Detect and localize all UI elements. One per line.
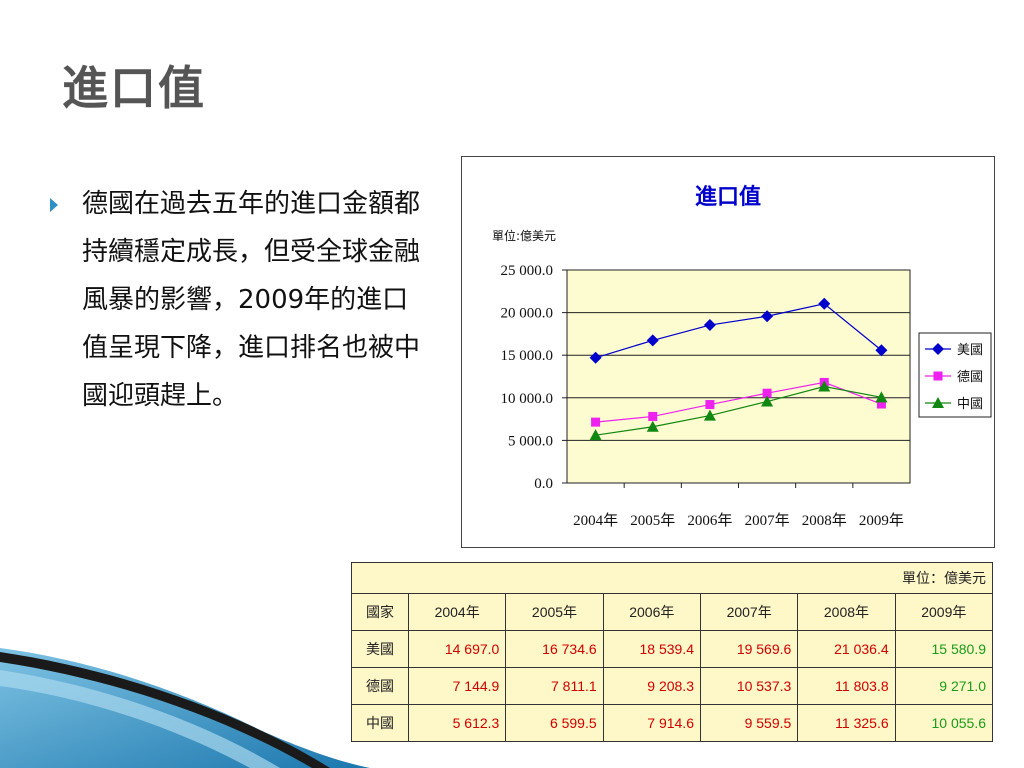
x-tick-label: 2005年 <box>630 512 675 529</box>
table-value-cell: 16 734.6 <box>505 630 604 668</box>
line-chart: 進口值 單位:億美元 0.0 5 000.0 10 000.0 15 000.0 20 … <box>492 184 992 529</box>
table-value-cell: 21 036.4 <box>797 630 896 668</box>
y-tick-label: 15 000.0 <box>501 348 554 364</box>
legend-label: 美國 <box>957 343 983 358</box>
data-point <box>876 399 886 409</box>
data-point <box>762 388 772 398</box>
chart-title: 進口值 <box>695 184 761 210</box>
legend-box <box>918 332 992 418</box>
bullet-list: 德國在過去五年的進口金額都持續穩定成長，但受全球金融風暴的影響，2009年的進口… <box>50 180 430 420</box>
x-tick-label: 2004年 <box>573 512 618 529</box>
table-value-cell: 9 208.3 <box>602 667 701 705</box>
table-value-cell: 9 559.5 <box>699 704 799 742</box>
legend-marker <box>932 343 944 355</box>
data-point <box>818 297 831 310</box>
table-value-cell: 7 144.9 <box>407 667 507 705</box>
table-header-cell: 國家 <box>351 593 409 631</box>
legend-label: 德國 <box>957 370 983 385</box>
table-country-cell: 德國 <box>351 667 409 705</box>
table-header-row: 國家 2004年 2005年 2006年 2007年 2008年 2009年 <box>351 593 994 631</box>
table-value-cell: 9 271.0 <box>894 667 994 705</box>
data-point <box>705 400 715 410</box>
table-header-cell: 2006年 <box>602 593 701 631</box>
x-tick-label: 2008年 <box>802 512 847 529</box>
table-unit: 單位：億美元 <box>351 562 993 594</box>
data-point <box>875 391 888 403</box>
corner-wave-decoration <box>0 648 370 768</box>
x-tick-label: 2006年 <box>687 512 732 529</box>
data-point <box>648 411 658 421</box>
table-value-cell: 5 612.3 <box>407 704 507 742</box>
series-line-0 <box>595 303 882 359</box>
table-value-cell: 15 580.9 <box>894 630 994 668</box>
table-header-cell: 2007年 <box>699 593 799 631</box>
bullet-arrow-icon <box>50 198 58 212</box>
table-value-cell: 10 055.6 <box>894 704 994 742</box>
y-tick-label: 5 000.0 <box>508 433 553 449</box>
data-point <box>761 395 774 407</box>
table-row: 德國 7 144.9 7 811.1 9 208.3 10 537.3 11 8… <box>351 667 994 705</box>
y-tick-label: 10 000.0 <box>501 391 554 407</box>
y-tick-label: 0.0 <box>534 476 553 492</box>
data-point <box>761 310 774 323</box>
data-point <box>703 319 716 332</box>
data-point <box>589 429 602 441</box>
y-tick-label: 25 000.0 <box>501 263 554 279</box>
table-country-cell: 中國 <box>351 704 409 742</box>
data-point <box>589 351 602 364</box>
table-value-cell: 7 811.1 <box>505 667 604 705</box>
slide-title: 進口值 <box>62 61 206 115</box>
table-value-cell: 14 697.0 <box>407 630 507 668</box>
table-value-cell: 11 325.6 <box>797 704 896 742</box>
table-value-cell: 19 569.6 <box>699 630 799 668</box>
data-point <box>646 334 659 347</box>
table-country-cell: 美國 <box>351 630 409 668</box>
data-point <box>646 420 659 432</box>
data-point <box>703 409 716 421</box>
x-tick-label: 2009年 <box>859 512 904 529</box>
data-point <box>875 344 888 357</box>
table-value-cell: 7 914.6 <box>602 704 701 742</box>
data-point <box>591 417 601 427</box>
chart-unit-label: 單位:億美元 <box>492 228 556 243</box>
legend-marker <box>932 397 944 408</box>
chart-frame: 進口值 單位:億美元 0.0 5 000.0 10 000.0 15 000.0 20 … <box>461 156 995 548</box>
table-value-cell: 18 539.4 <box>602 630 701 668</box>
plot-area <box>566 269 911 484</box>
bullet-text: 德國在過去五年的進口金額都持續穩定成長，但受全球金融風暴的影響，2009年的進口… <box>82 189 421 411</box>
legend-label: 中國 <box>957 397 983 412</box>
table-value-cell: 11 803.8 <box>797 667 896 705</box>
table-header-cell: 2008年 <box>797 593 896 631</box>
table-row: 中國 5 612.3 6 599.5 7 914.6 9 559.5 11 32… <box>351 704 994 742</box>
table-header-cell: 2009年 <box>894 593 994 631</box>
table-value-cell: 10 537.3 <box>699 667 799 705</box>
table-header-cell: 2004年 <box>407 593 507 631</box>
table-row: 美國 14 697.0 16 734.6 18 539.4 19 569.6 2… <box>351 630 994 668</box>
y-tick-label: 20 000.0 <box>501 306 554 322</box>
table-value-cell: 6 599.5 <box>505 704 604 742</box>
series-line-1 <box>595 381 882 423</box>
table-header-cell: 2005年 <box>505 593 604 631</box>
series-line-2 <box>595 385 882 436</box>
data-table: 單位：億美元 國家 2004年 2005年 2006年 2007年 2008年 … <box>351 562 994 742</box>
legend-marker <box>933 371 943 381</box>
data-point <box>818 380 831 392</box>
x-tick-label: 2007年 <box>745 512 790 529</box>
